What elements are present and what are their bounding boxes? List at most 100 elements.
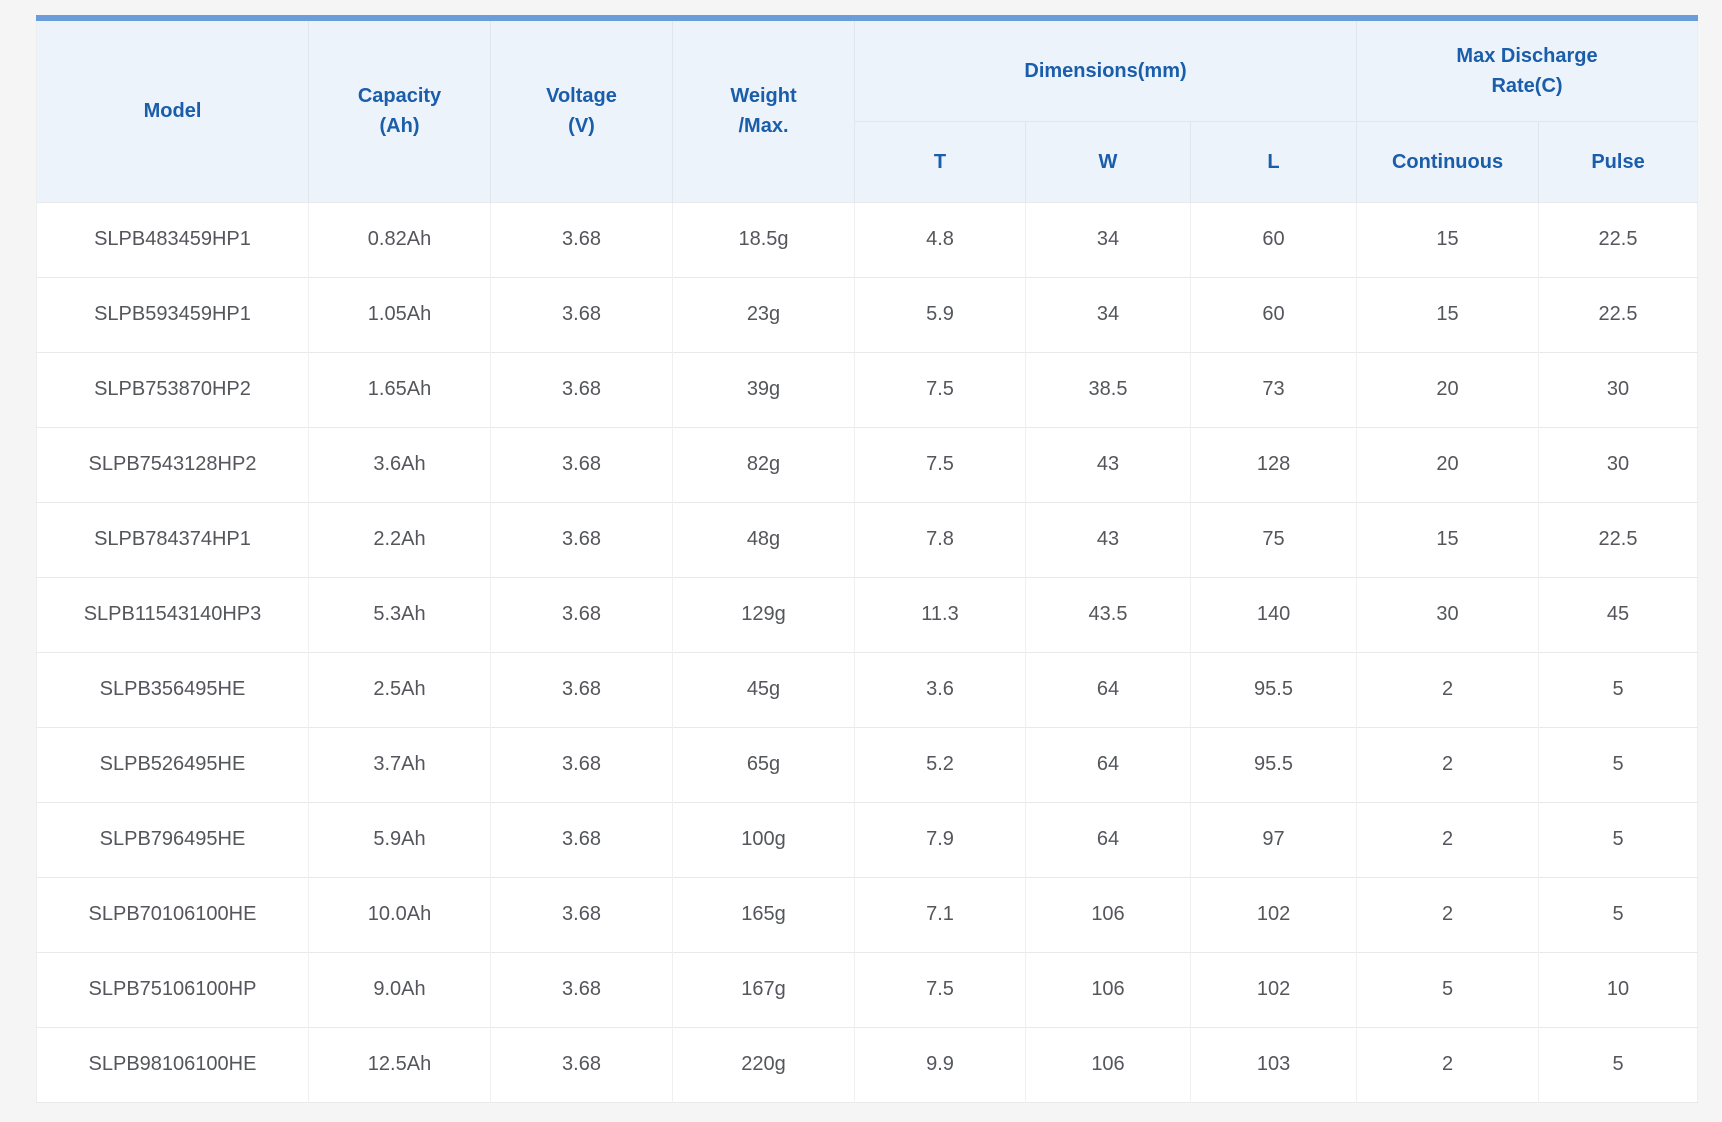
cell-model: SLPB75106100HP: [36, 951, 309, 1027]
cell-voltage: 3.68: [490, 576, 673, 652]
cell-voltage: 3.68: [490, 951, 673, 1027]
group-header-max-discharge-rate: Max Discharge Rate(C): [1356, 21, 1698, 122]
cell-dimension-t: 4.8: [854, 201, 1026, 277]
cell-dimension-l: 60: [1190, 201, 1358, 277]
cell-voltage: 3.68: [490, 276, 673, 352]
cell-weight: 65g: [672, 726, 855, 802]
cell-capacity: 10.0Ah: [308, 876, 491, 952]
cell-model: SLPB70106100HE: [36, 876, 309, 952]
cell-capacity: 2.5Ah: [308, 651, 491, 727]
cell-dimension-l: 73: [1190, 351, 1358, 427]
column-header-weight: Weight /Max.: [672, 21, 855, 202]
table-row: SLPB784374HP1 2.2Ah 3.68 48g 7.8 43 75 1…: [36, 501, 1698, 577]
column-header-length: L: [1190, 121, 1358, 202]
cell-pulse: 22.5: [1538, 276, 1698, 352]
cell-dimension-t: 7.5: [854, 351, 1026, 427]
cell-capacity: 12.5Ah: [308, 1026, 491, 1102]
cell-weight: 82g: [672, 426, 855, 502]
cell-dimension-w: 106: [1025, 876, 1191, 952]
cell-dimension-w: 106: [1025, 1026, 1191, 1102]
cell-dimension-l: 102: [1190, 876, 1358, 952]
table-row: SLPB356495HE 2.5Ah 3.68 45g 3.6 64 95.5 …: [36, 651, 1698, 727]
cell-model: SLPB356495HE: [36, 651, 309, 727]
cell-weight: 39g: [672, 351, 855, 427]
cell-pulse: 22.5: [1538, 501, 1698, 577]
table-row: SLPB483459HP1 0.82Ah 3.68 18.5g 4.8 34 6…: [36, 201, 1698, 277]
cell-capacity: 0.82Ah: [308, 201, 491, 277]
cell-dimension-w: 38.5: [1025, 351, 1191, 427]
cell-weight: 48g: [672, 501, 855, 577]
cell-dimension-w: 43.5: [1025, 576, 1191, 652]
cell-dimension-l: 102: [1190, 951, 1358, 1027]
cell-voltage: 3.68: [490, 876, 673, 952]
cell-dimension-t: 7.8: [854, 501, 1026, 577]
cell-capacity: 5.9Ah: [308, 801, 491, 877]
table-row: SLPB70106100HE 10.0Ah 3.68 165g 7.1 106 …: [36, 876, 1698, 952]
cell-dimension-w: 34: [1025, 201, 1191, 277]
cell-dimension-l: 60: [1190, 276, 1358, 352]
cell-weight: 220g: [672, 1026, 855, 1102]
cell-voltage: 3.68: [490, 351, 673, 427]
cell-continuous: 2: [1356, 801, 1540, 877]
cell-dimension-l: 140: [1190, 576, 1358, 652]
cell-dimension-w: 106: [1025, 951, 1191, 1027]
cell-pulse: 5: [1538, 1026, 1698, 1102]
cell-dimension-t: 7.9: [854, 801, 1026, 877]
cell-weight: 167g: [672, 951, 855, 1027]
cell-model: SLPB593459HP1: [36, 276, 309, 352]
cell-dimension-w: 43: [1025, 501, 1191, 577]
cell-voltage: 3.68: [490, 651, 673, 727]
cell-weight: 100g: [672, 801, 855, 877]
cell-model: SLPB796495HE: [36, 801, 309, 877]
cell-capacity: 5.3Ah: [308, 576, 491, 652]
cell-pulse: 45: [1538, 576, 1698, 652]
table-row: SLPB593459HP1 1.05Ah 3.68 23g 5.9 34 60 …: [36, 276, 1698, 352]
cell-capacity: 3.7Ah: [308, 726, 491, 802]
cell-capacity: 1.65Ah: [308, 351, 491, 427]
cell-pulse: 5: [1538, 801, 1698, 877]
cell-continuous: 15: [1356, 501, 1540, 577]
cell-weight: 18.5g: [672, 201, 855, 277]
cell-capacity: 1.05Ah: [308, 276, 491, 352]
cell-pulse: 5: [1538, 876, 1698, 952]
group-header-dimensions: Dimensions(mm): [854, 21, 1358, 122]
cell-dimension-w: 64: [1025, 651, 1191, 727]
table-row: SLPB753870HP2 1.65Ah 3.68 39g 7.5 38.5 7…: [36, 351, 1698, 427]
cell-pulse: 30: [1538, 426, 1698, 502]
cell-voltage: 3.68: [490, 801, 673, 877]
cell-dimension-t: 5.9: [854, 276, 1026, 352]
table-row: SLPB526495HE 3.7Ah 3.68 65g 5.2 64 95.5 …: [36, 726, 1698, 802]
cell-dimension-l: 95.5: [1190, 651, 1358, 727]
cell-dimension-w: 64: [1025, 801, 1191, 877]
cell-dimension-t: 7.1: [854, 876, 1026, 952]
column-header-thickness: T: [854, 121, 1026, 202]
cell-capacity: 9.0Ah: [308, 951, 491, 1027]
cell-model: SLPB98106100HE: [36, 1026, 309, 1102]
cell-dimension-w: 43: [1025, 426, 1191, 502]
table-row: SLPB11543140HP3 5.3Ah 3.68 129g 11.3 43.…: [36, 576, 1698, 652]
cell-voltage: 3.68: [490, 1026, 673, 1102]
cell-dimension-l: 75: [1190, 501, 1358, 577]
cell-weight: 129g: [672, 576, 855, 652]
cell-model: SLPB11543140HP3: [36, 576, 309, 652]
cell-pulse: 5: [1538, 726, 1698, 802]
cell-dimension-t: 5.2: [854, 726, 1026, 802]
cell-pulse: 30: [1538, 351, 1698, 427]
cell-dimension-t: 7.5: [854, 426, 1026, 502]
column-header-continuous: Continuous: [1356, 121, 1540, 202]
cell-voltage: 3.68: [490, 726, 673, 802]
table-row: SLPB796495HE 5.9Ah 3.68 100g 7.9 64 97 2…: [36, 801, 1698, 877]
battery-spec-table: Model Capacity (Ah) Voltage (V) Weight /…: [36, 21, 1698, 1103]
cell-continuous: 30: [1356, 576, 1540, 652]
column-header-width: W: [1025, 121, 1191, 202]
cell-model: SLPB526495HE: [36, 726, 309, 802]
cell-model: SLPB483459HP1: [36, 201, 309, 277]
cell-continuous: 2: [1356, 651, 1540, 727]
cell-dimension-t: 7.5: [854, 951, 1026, 1027]
cell-model: SLPB753870HP2: [36, 351, 309, 427]
cell-weight: 165g: [672, 876, 855, 952]
column-header-model: Model: [36, 21, 309, 202]
table-body: SLPB483459HP1 0.82Ah 3.68 18.5g 4.8 34 6…: [36, 201, 1698, 1102]
cell-model: SLPB7543128HP2: [36, 426, 309, 502]
